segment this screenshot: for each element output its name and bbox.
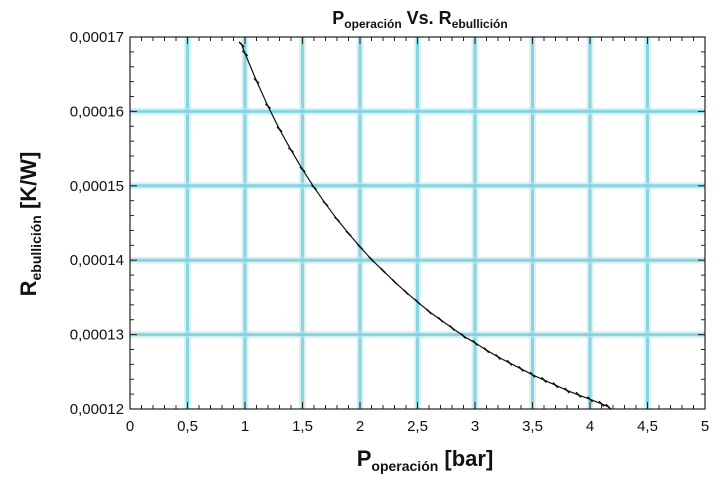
y-axis-label-unit: [K/W] [16, 152, 41, 216]
data-point [563, 387, 571, 394]
series-line [241, 44, 609, 408]
data-point [368, 256, 375, 263]
data-point [402, 289, 410, 296]
data-point [575, 391, 582, 398]
y-tick-label: 0,00016 [70, 103, 124, 120]
data-point [460, 333, 467, 340]
y-axis-label-sub: ebullición [28, 215, 44, 280]
data-point [448, 324, 456, 331]
chart-title-main-sub: operación [344, 17, 401, 31]
y-tick-label: 0,00014 [70, 252, 124, 269]
axis-ticks [129, 36, 706, 410]
data-point [605, 403, 612, 410]
data-point [345, 230, 352, 237]
series-markers [238, 41, 612, 410]
data-point [333, 216, 341, 223]
x-tick-label: 0 [126, 418, 134, 435]
data-point [264, 103, 272, 110]
chart-title-vs-sub: ebullición [452, 17, 508, 31]
x-tick-label: 3,5 [522, 418, 543, 435]
data-point [287, 147, 295, 154]
data-point [322, 200, 329, 207]
x-tick-label: 4 [586, 418, 594, 435]
data-point [529, 371, 536, 378]
data-point [437, 316, 444, 323]
data-point [586, 396, 594, 403]
x-tick-label: 3 [471, 418, 479, 435]
x-axis-label-unit: [bar] [438, 446, 493, 471]
data-point [299, 166, 306, 173]
data-point [356, 243, 364, 250]
x-tick-label: 4,5 [637, 418, 658, 435]
x-tick-label: 0,5 [177, 418, 198, 435]
chart-title: Poperación Vs. Rebullición [332, 8, 507, 31]
data-point [483, 347, 490, 354]
data-point [552, 382, 559, 389]
data-point [276, 126, 283, 133]
chart-title-main: P [332, 8, 344, 28]
y-tick-label: 0,00017 [70, 29, 124, 46]
x-tick-label: 1,5 [292, 418, 313, 435]
data-point [471, 339, 479, 346]
chart-title-vs: Vs. R [402, 8, 452, 28]
data-point [379, 267, 387, 274]
data-point [598, 400, 605, 407]
data-point [425, 308, 433, 315]
x-axis-label-main: P [357, 446, 372, 471]
y-tick-label: 0,00012 [70, 401, 124, 418]
data-point [494, 353, 502, 360]
data-point [241, 50, 249, 57]
y-axis-label: Rebullición [K/W] [16, 152, 44, 297]
data-point [506, 359, 513, 366]
x-tick-label: 1 [241, 418, 249, 435]
data-point [310, 184, 318, 191]
y-axis-label-main: R [16, 280, 41, 296]
y-tick-labels: 0,00012 0,00013 0,00014 0,00015 0,00016 0,000… [70, 29, 124, 418]
data-point [238, 41, 245, 48]
x-tick-label: 2,5 [407, 418, 428, 435]
y-tick-label: 0,00013 [70, 327, 124, 344]
data-point [517, 365, 525, 372]
data-point [540, 376, 548, 384]
data-point [414, 298, 421, 305]
x-tick-label: 5 [701, 418, 709, 435]
x-axis-label-sub: operación [371, 458, 438, 474]
grid [130, 37, 705, 409]
x-tick-labels: 0 0,5 1 1,5 2 2,5 3 3,5 4 4,5 5 [126, 418, 709, 435]
data-point [253, 77, 260, 84]
x-axis-label: Poperación [bar] [357, 446, 494, 474]
y-tick-label: 0,00015 [70, 178, 124, 195]
data-point [391, 278, 398, 285]
x-tick-label: 2 [356, 418, 364, 435]
